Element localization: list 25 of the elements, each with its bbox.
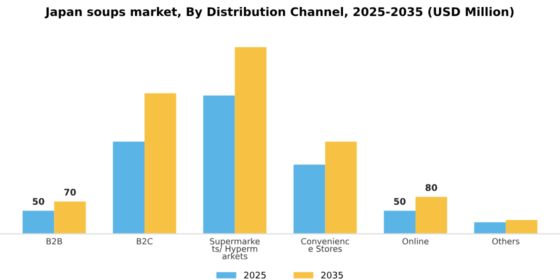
bar xyxy=(22,210,54,234)
bar xyxy=(506,220,538,234)
data-label: 70 xyxy=(64,188,76,196)
bar xyxy=(112,142,145,234)
x-tick-label: B2C xyxy=(136,238,152,244)
bar xyxy=(144,93,176,234)
data-label: 80 xyxy=(426,184,438,192)
x-tick-label: B2B xyxy=(46,238,62,244)
x-tick-label: Online xyxy=(402,238,428,244)
x-tick-label: Others xyxy=(492,238,520,244)
x-tick-label: Convenienc e Stores xyxy=(301,238,350,252)
data-label: 50 xyxy=(32,198,44,205)
bar xyxy=(415,196,448,234)
bar xyxy=(203,96,235,234)
bar xyxy=(474,222,506,234)
bar xyxy=(294,164,326,234)
x-tick-label: Supermarke ts/ Hyperm arkets xyxy=(210,238,260,260)
bar xyxy=(54,202,86,234)
legend-label: 2025 xyxy=(244,272,266,279)
legend-label: 2035 xyxy=(321,272,343,279)
data-label: 50 xyxy=(394,198,406,205)
chart-title: Japan soups market, By Distribution Channel, 2025-2035 (USD Million) xyxy=(44,7,514,19)
bar xyxy=(384,210,416,234)
bar xyxy=(325,142,357,234)
bar xyxy=(234,47,266,234)
